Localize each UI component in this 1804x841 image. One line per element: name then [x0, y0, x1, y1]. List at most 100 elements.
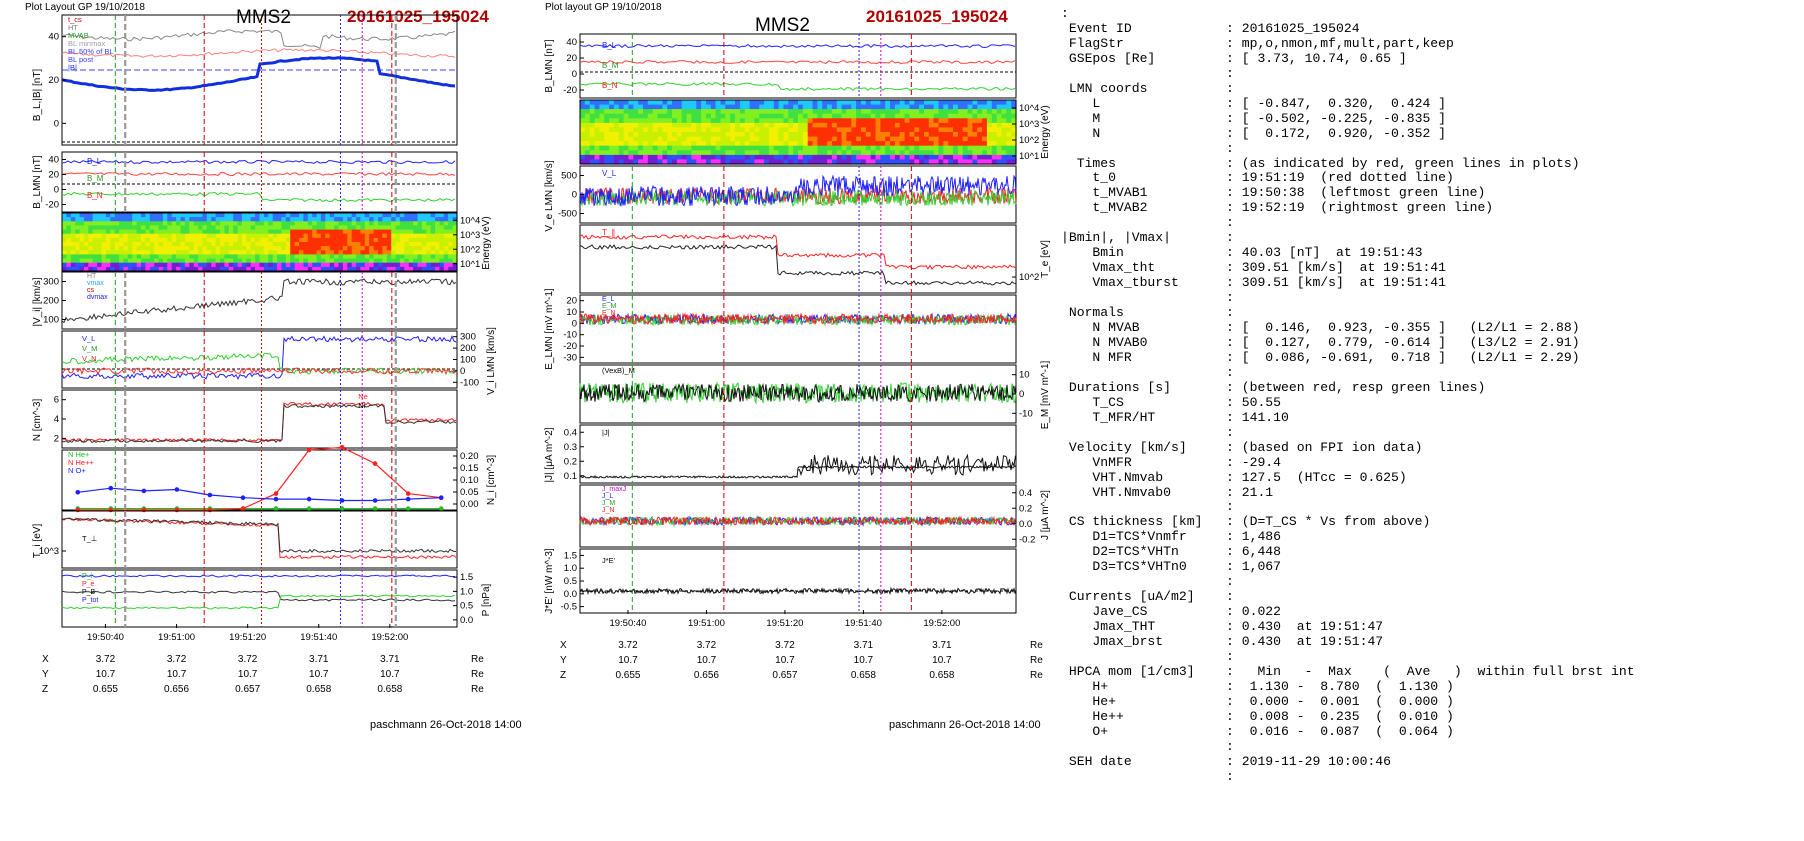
spectrogram-cell	[681, 141, 688, 147]
spectrogram-cell	[171, 242, 177, 247]
spectrogram-cell	[672, 145, 678, 151]
spectrogram-cell	[189, 229, 195, 235]
spectrogram-cell	[408, 225, 414, 231]
spectrogram-cell	[962, 159, 969, 165]
spectrogram-cell	[356, 242, 362, 247]
spectrogram-cell	[928, 122, 935, 129]
spectrogram-cell	[62, 213, 67, 218]
spectrogram-cell	[334, 229, 340, 235]
report-line: Jmax_brst : 0.430 at 19:51:47	[1061, 634, 1384, 650]
coord-unit: Re	[471, 684, 484, 695]
spectrogram-cell	[798, 122, 804, 129]
spectrogram-cell	[145, 250, 151, 255]
spectrogram-cell	[788, 109, 794, 115]
spectrogram-cell	[870, 159, 877, 165]
spectrogram-cell	[986, 159, 993, 165]
spectrogram-cell	[623, 113, 629, 119]
spectrogram-cell	[220, 250, 225, 255]
spectrogram-cell	[676, 113, 683, 119]
spectrogram-cell	[856, 104, 862, 110]
spectrogram-cell	[788, 136, 794, 142]
spectrogram-cell	[986, 113, 993, 119]
spectrogram-cell	[373, 237, 379, 243]
spectrogram-cell	[338, 250, 344, 255]
spectrogram-cell	[417, 233, 423, 239]
spectrogram-cell	[933, 154, 939, 161]
spectrogram-cell	[647, 150, 654, 156]
spectrogram-cell	[360, 217, 366, 222]
spectrogram-cell	[62, 254, 67, 260]
spectrogram-cell	[430, 258, 436, 264]
spectrogram-cell	[633, 109, 639, 115]
spectrogram-cell	[325, 258, 331, 264]
spectrogram-cell	[237, 242, 243, 247]
spectrogram-cell	[325, 237, 331, 243]
spectrogram-cell	[443, 225, 449, 231]
spectrogram-cell	[141, 258, 146, 264]
y-axis-label: T_e [eV]	[1040, 240, 1051, 278]
spectrogram-cell	[667, 104, 673, 110]
spectrogram-cell	[870, 150, 877, 156]
spectrogram-cell	[263, 225, 269, 231]
spectrogram-cell	[672, 136, 678, 142]
spectrogram-cell	[97, 237, 103, 243]
spectrogram-cell	[865, 118, 872, 124]
spectrogram-cell	[141, 213, 146, 218]
spectrogram-cell	[827, 122, 833, 129]
spectrogram-cell	[919, 118, 925, 124]
spectrogram-cell	[351, 242, 357, 247]
spectrogram-cell	[594, 100, 600, 106]
spectrogram-cell	[281, 258, 287, 264]
spectrogram-cell	[439, 233, 445, 239]
spectrogram-cell	[356, 258, 362, 264]
spectrogram-cell	[417, 225, 423, 231]
spectrogram-cell	[788, 141, 794, 147]
spectrogram-cell	[145, 217, 151, 222]
spectrogram-cell	[356, 262, 362, 268]
spectrogram-cell	[193, 258, 199, 264]
spectrogram-cell	[967, 141, 973, 147]
spectrogram-cell	[263, 233, 269, 239]
spectrogram-cell	[443, 250, 449, 255]
spectrogram-cell	[176, 217, 182, 222]
spectrogram-cell	[404, 250, 410, 255]
spectrogram-cell	[870, 154, 877, 161]
spectrogram-cell	[691, 150, 697, 156]
spectrogram-cell	[382, 217, 388, 222]
spectrogram-cell	[404, 229, 410, 235]
spectrogram-cell	[623, 122, 629, 129]
spectrogram-cell	[584, 100, 591, 106]
y-tick-label: 0.2	[1019, 503, 1032, 514]
spectrogram-cell	[652, 127, 659, 133]
spectrogram-cell	[851, 141, 857, 147]
spectrogram-cell	[1006, 141, 1012, 147]
spectrogram-cell	[647, 127, 654, 133]
spectrogram-cell	[909, 136, 915, 142]
spectrogram-cell	[224, 213, 230, 218]
spectrogram-cell	[885, 145, 891, 151]
spectrogram-cell	[604, 118, 610, 124]
spectrogram-cell	[224, 237, 230, 243]
coord-row-label: X	[560, 640, 567, 651]
spectrogram-cell	[730, 122, 736, 129]
y-axis-label: B_L,|B| [nT]	[32, 69, 43, 122]
spectrogram-cell	[386, 266, 392, 272]
spectrogram-cell	[399, 250, 405, 255]
spectrogram-cell	[633, 154, 639, 161]
spectrogram-cell	[66, 213, 72, 218]
spectrogram-cell	[831, 127, 838, 133]
spectrogram-cell	[706, 118, 712, 124]
spectrogram-cell	[268, 266, 274, 272]
spectrogram-cell	[914, 150, 920, 156]
spectrogram-cell	[701, 154, 707, 161]
spectrogram-cell	[97, 262, 103, 268]
spectrogram-cell	[421, 266, 427, 272]
spectrogram-cell	[647, 154, 654, 161]
coord-value: 10.7	[167, 669, 187, 680]
spectrogram-cell	[448, 225, 454, 231]
spectrogram-cell	[132, 237, 138, 243]
spectrogram-cell	[364, 237, 370, 243]
spectrogram-cell	[299, 229, 304, 235]
coord-value: 0.658	[929, 670, 954, 681]
spectrogram-cell	[233, 266, 239, 272]
